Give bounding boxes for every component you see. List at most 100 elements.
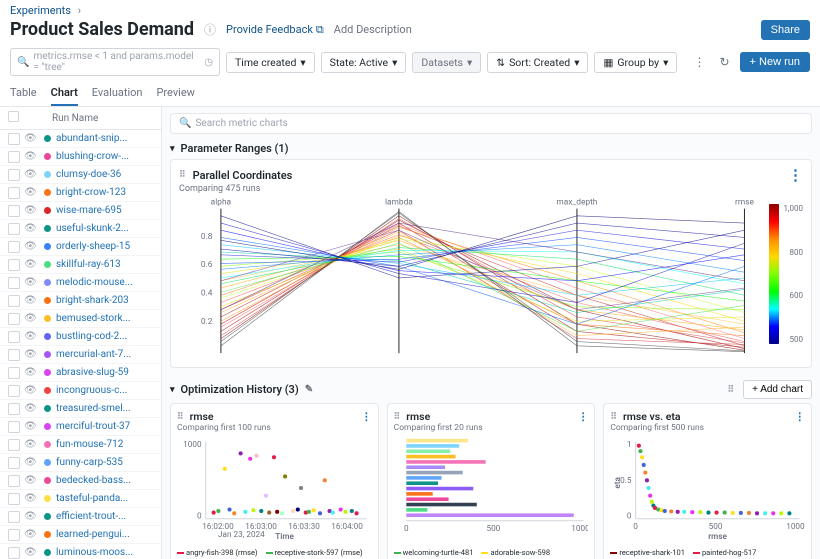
tab-evaluation[interactable]: Evaluation [92,82,143,106]
run-row[interactable]: 👁useful-skunk-2... [0,220,161,238]
more-icon[interactable]: ⋮ [578,410,589,423]
run-row[interactable]: 👁 abrasive-slug-59 [0,364,161,382]
run-name[interactable]: bustling-cod-2... [56,331,153,342]
more-icon[interactable]: ⋮ [788,166,803,184]
feedback-link[interactable]: Provide Feedback ⧉ [226,23,324,37]
run-row[interactable]: 👁bright-crow-123 [0,184,161,202]
run-row[interactable]: 👁 treasured-smel... [0,400,161,418]
run-name[interactable]: funny-carp-535 [56,457,153,468]
datasets-dropdown[interactable]: Datasets ▾ [412,52,481,73]
run-row[interactable]: 👁fun-mouse-712 [0,436,161,454]
run-name[interactable]: treasured-smel... [56,403,153,414]
run-name[interactable]: efficient-trout-... [56,511,153,522]
visibility-icon[interactable]: 👁 [24,205,38,216]
run-row[interactable]: 👁luminous-moos... [0,544,161,559]
visibility-icon[interactable]: 👁 [24,439,38,450]
visibility-icon[interactable]: 👁 [24,403,38,414]
checkbox[interactable] [8,457,20,469]
tab-preview[interactable]: Preview [156,82,194,106]
chevron-down-icon[interactable]: ▾ [170,144,175,154]
checkbox[interactable] [8,241,20,253]
checkbox[interactable] [8,439,20,451]
grip-icon[interactable]: ⠿ [177,412,184,422]
run-row[interactable]: 👁 skillful-ray-613 [0,256,161,274]
visibility-icon[interactable]: 👁 [24,511,38,522]
visibility-icon[interactable]: 👁 [24,367,38,378]
group-dropdown[interactable]: ▦ Group by ▾ [594,52,677,73]
run-name[interactable]: wise-mare-695 [56,205,153,216]
run-name[interactable]: mercurial-ant-7... [56,349,153,360]
visibility-icon[interactable]: 👁 [24,385,38,396]
run-row[interactable]: 👁 orderly-sheep-15 [0,238,161,256]
tab-chart[interactable]: Chart [51,82,78,106]
visibility-icon[interactable]: 👁 [24,241,38,252]
checkbox[interactable] [8,349,20,361]
checkbox[interactable] [8,511,20,523]
visibility-icon[interactable]: 👁 [24,349,38,360]
run-name[interactable]: learned-pengui... [56,529,153,540]
run-row[interactable]: 👁bright-shark-203 [0,292,161,310]
checkbox[interactable] [8,313,20,325]
run-row[interactable]: 👁 bemused-stork... [0,310,161,328]
run-row[interactable]: 👁abundant-snip... [0,130,161,148]
filter-input[interactable]: 🔍metrics.rmse < 1 and params.model = "tr… [10,48,220,76]
checkbox[interactable] [8,547,20,559]
visibility-icon[interactable]: 👁 [24,295,38,306]
visibility-icon[interactable]: 👁 [24,277,38,288]
visibility-icon[interactable]: 👁 [24,259,38,270]
run-name[interactable]: bedecked-bass... [56,475,153,486]
run-name[interactable]: skillful-ray-613 [56,259,153,270]
visibility-icon[interactable]: 👁 [24,457,38,468]
run-name[interactable]: tasteful-panda... [56,493,153,504]
chevron-down-icon[interactable]: ▾ [170,385,175,395]
run-row[interactable]: 👁 efficient-trout-... [0,508,161,526]
more-icon[interactable]: ⋮ [795,410,806,423]
run-row[interactable]: 👁 melodic-mouse... [0,274,161,292]
refresh-icon[interactable]: ↻ [715,53,733,71]
run-row[interactable]: 👁tasteful-panda... [0,490,161,508]
grip-icon[interactable]: ⠿ [728,385,735,395]
state-dropdown[interactable]: State: Active ▾ [321,52,407,73]
run-row[interactable]: 👁 funny-carp-535 [0,454,161,472]
visibility-icon[interactable]: 👁 [24,313,38,324]
checkbox[interactable] [8,475,20,487]
run-name[interactable]: bright-crow-123 [56,187,153,198]
run-name[interactable]: abrasive-slug-59 [56,367,153,378]
share-button[interactable]: Share [761,20,810,40]
tab-table[interactable]: Table [10,82,37,106]
more-icon[interactable]: ⋮ [361,410,372,423]
run-name[interactable]: blushing-crow-... [56,151,153,162]
run-name[interactable]: melodic-mouse... [56,277,153,288]
visibility-icon[interactable]: 👁 [24,223,38,234]
checkbox[interactable] [8,295,20,307]
chart-search[interactable]: 🔍Search metric charts [170,113,812,134]
run-row[interactable]: 👁bedecked-bass... [0,472,161,490]
checkbox[interactable] [8,529,20,541]
checkbox[interactable] [8,385,20,397]
new-run-button[interactable]: + New run [740,52,810,72]
checkbox[interactable] [8,277,20,289]
run-row[interactable]: 👁 incongruous-c... [0,382,161,400]
checkbox[interactable] [8,367,20,379]
visibility-icon[interactable]: 👁 [24,151,38,162]
checkbox[interactable] [8,223,20,235]
edit-icon[interactable]: ✎ [305,384,313,395]
visibility-icon[interactable]: 👁 [24,331,38,342]
run-name[interactable]: bemused-stork... [56,313,153,324]
checkbox[interactable] [8,421,20,433]
run-name[interactable]: abundant-snip... [56,133,153,144]
run-row[interactable]: 👁 blushing-crow-... [0,148,161,166]
time-dropdown[interactable]: Time created ▾ [226,52,315,73]
checkbox[interactable] [8,493,20,505]
add-description[interactable]: Add Description [334,23,412,36]
run-name[interactable]: luminous-moos... [56,547,153,558]
run-row[interactable]: 👁clumsy-doe-36 [0,166,161,184]
run-name[interactable]: orderly-sheep-15 [56,241,153,252]
grip-icon[interactable]: ⠿ [179,170,186,180]
kebab-icon[interactable]: ⋮ [689,53,709,71]
sort-dropdown[interactable]: ⇅ Sort: Created ▾ [487,52,588,73]
run-name[interactable]: incongruous-c... [56,385,153,396]
checkbox[interactable] [8,133,20,145]
checkbox[interactable] [8,331,20,343]
visibility-icon[interactable]: 👁 [24,529,38,540]
